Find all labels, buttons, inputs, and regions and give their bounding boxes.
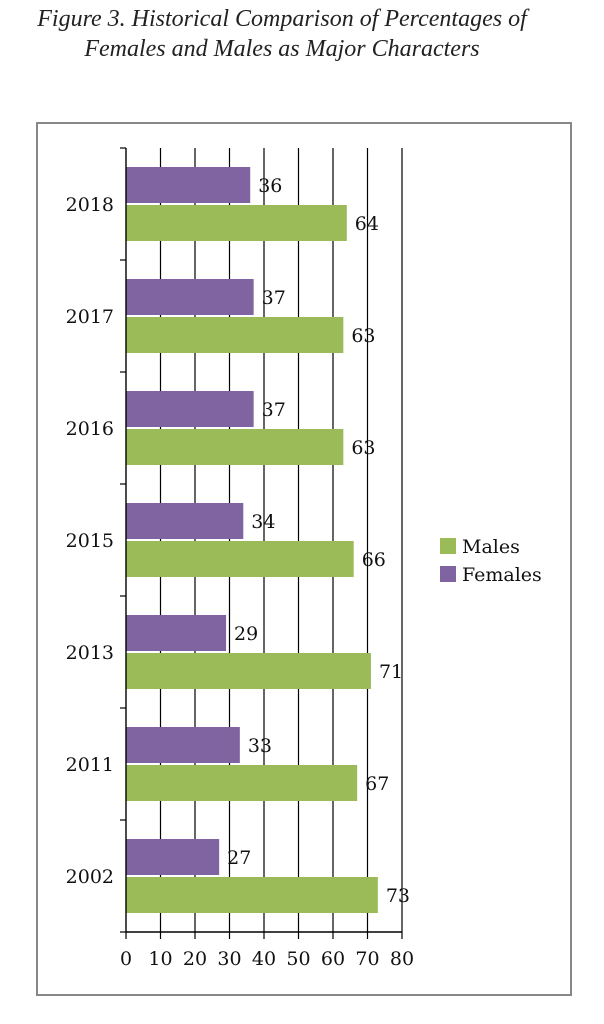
bar-females-2016 bbox=[126, 391, 254, 427]
bar-females-2018 bbox=[126, 167, 251, 203]
data-label-males-2013: 71 bbox=[379, 661, 403, 683]
bar-males-2016 bbox=[126, 429, 344, 465]
x-tick-label-20: 20 bbox=[183, 948, 207, 970]
y-tick-label-2017: 2017 bbox=[66, 306, 114, 328]
data-labels: 36 64 37 63 37 63 34 66 29 71 33 67 27 73 bbox=[227, 175, 410, 907]
bar-females-2002 bbox=[126, 839, 220, 875]
y-tick-label-2013: 2013 bbox=[66, 642, 114, 664]
bar-females-2013 bbox=[126, 615, 227, 651]
bar-females-2015 bbox=[126, 503, 244, 539]
data-label-females-2013: 29 bbox=[234, 623, 258, 645]
bar-males-2011 bbox=[126, 765, 358, 801]
legend-swatch-males bbox=[440, 538, 456, 554]
bar-males-2018 bbox=[126, 205, 347, 241]
data-label-females-2002: 27 bbox=[227, 847, 251, 869]
x-tick-label-0: 0 bbox=[120, 948, 132, 970]
legend: Males Females bbox=[440, 536, 542, 586]
data-label-males-2002: 73 bbox=[386, 885, 410, 907]
x-tick-label-10: 10 bbox=[148, 948, 172, 970]
chart-frame bbox=[36, 122, 572, 996]
x-tick-label-30: 30 bbox=[217, 948, 241, 970]
x-tick-label-80: 80 bbox=[390, 948, 414, 970]
bar-males-2002 bbox=[126, 877, 378, 913]
x-tick-label-60: 60 bbox=[321, 948, 345, 970]
bar-females-2017 bbox=[126, 279, 254, 315]
data-label-females-2017: 37 bbox=[262, 287, 286, 309]
data-label-males-2016: 63 bbox=[351, 437, 375, 459]
data-label-females-2018: 36 bbox=[258, 175, 282, 197]
y-tick-label-2018: 2018 bbox=[66, 194, 114, 216]
bar-males-2015 bbox=[126, 541, 354, 577]
y-tick-label-2002: 2002 bbox=[66, 866, 114, 888]
legend-label-females: Females bbox=[462, 564, 542, 586]
x-tick-label-50: 50 bbox=[286, 948, 310, 970]
data-label-females-2015: 34 bbox=[251, 511, 275, 533]
gridlines bbox=[159, 148, 403, 932]
bar-females-2011 bbox=[126, 727, 240, 763]
x-tick-label-40: 40 bbox=[252, 948, 276, 970]
legend-swatch-females bbox=[440, 566, 456, 582]
bar-males-2017 bbox=[126, 317, 344, 353]
y-tick-label-2016: 2016 bbox=[66, 418, 114, 440]
data-label-males-2017: 63 bbox=[351, 325, 375, 347]
figure-title: Figure 3. Historical Comparison of Perce… bbox=[0, 4, 564, 64]
legend-label-males: Males bbox=[462, 536, 520, 558]
bar-males-2013 bbox=[126, 653, 371, 689]
y-tick-label-2011: 2011 bbox=[66, 754, 114, 776]
figure-title-text: Figure 3. Historical Comparison of Perce… bbox=[37, 6, 527, 62]
data-label-males-2018: 64 bbox=[355, 213, 379, 235]
data-label-females-2016: 37 bbox=[262, 399, 286, 421]
axes: 0 10 20 30 40 50 60 70 80 2018 2017 2016 2015 2013 201… bbox=[66, 147, 414, 970]
bars bbox=[126, 167, 378, 913]
data-label-females-2011: 33 bbox=[248, 735, 272, 757]
data-label-males-2015: 66 bbox=[362, 549, 386, 571]
data-label-males-2011: 67 bbox=[365, 773, 389, 795]
y-tick-label-2015: 2015 bbox=[66, 530, 114, 552]
x-tick-label-70: 70 bbox=[355, 948, 379, 970]
